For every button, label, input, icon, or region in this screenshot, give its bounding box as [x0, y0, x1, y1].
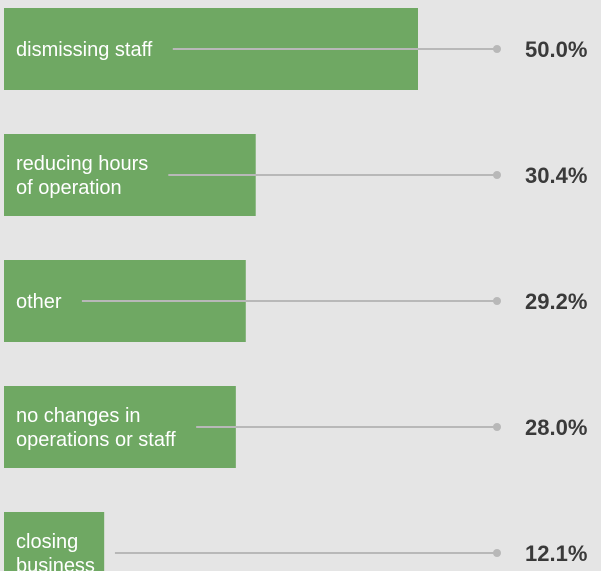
value-label: 30.4% — [525, 163, 587, 188]
connector-dot — [493, 297, 501, 305]
bar-label: dismissing staff — [16, 39, 153, 61]
bar — [4, 512, 105, 571]
value-label: 28.0% — [525, 415, 587, 440]
bar-label: closing business — [16, 531, 95, 571]
value-label: 50.0% — [525, 37, 587, 62]
bar-label: reducing hours of operation — [16, 153, 148, 199]
connector-dot — [493, 45, 501, 53]
bar-label: other — [16, 291, 62, 313]
connector-dot — [493, 423, 501, 431]
bar-label: no changes in operations or staff — [16, 405, 176, 451]
connector-dot — [493, 171, 501, 179]
value-label: 29.2% — [525, 289, 587, 314]
value-label: 12.1% — [525, 541, 587, 566]
connector-dot — [493, 549, 501, 557]
